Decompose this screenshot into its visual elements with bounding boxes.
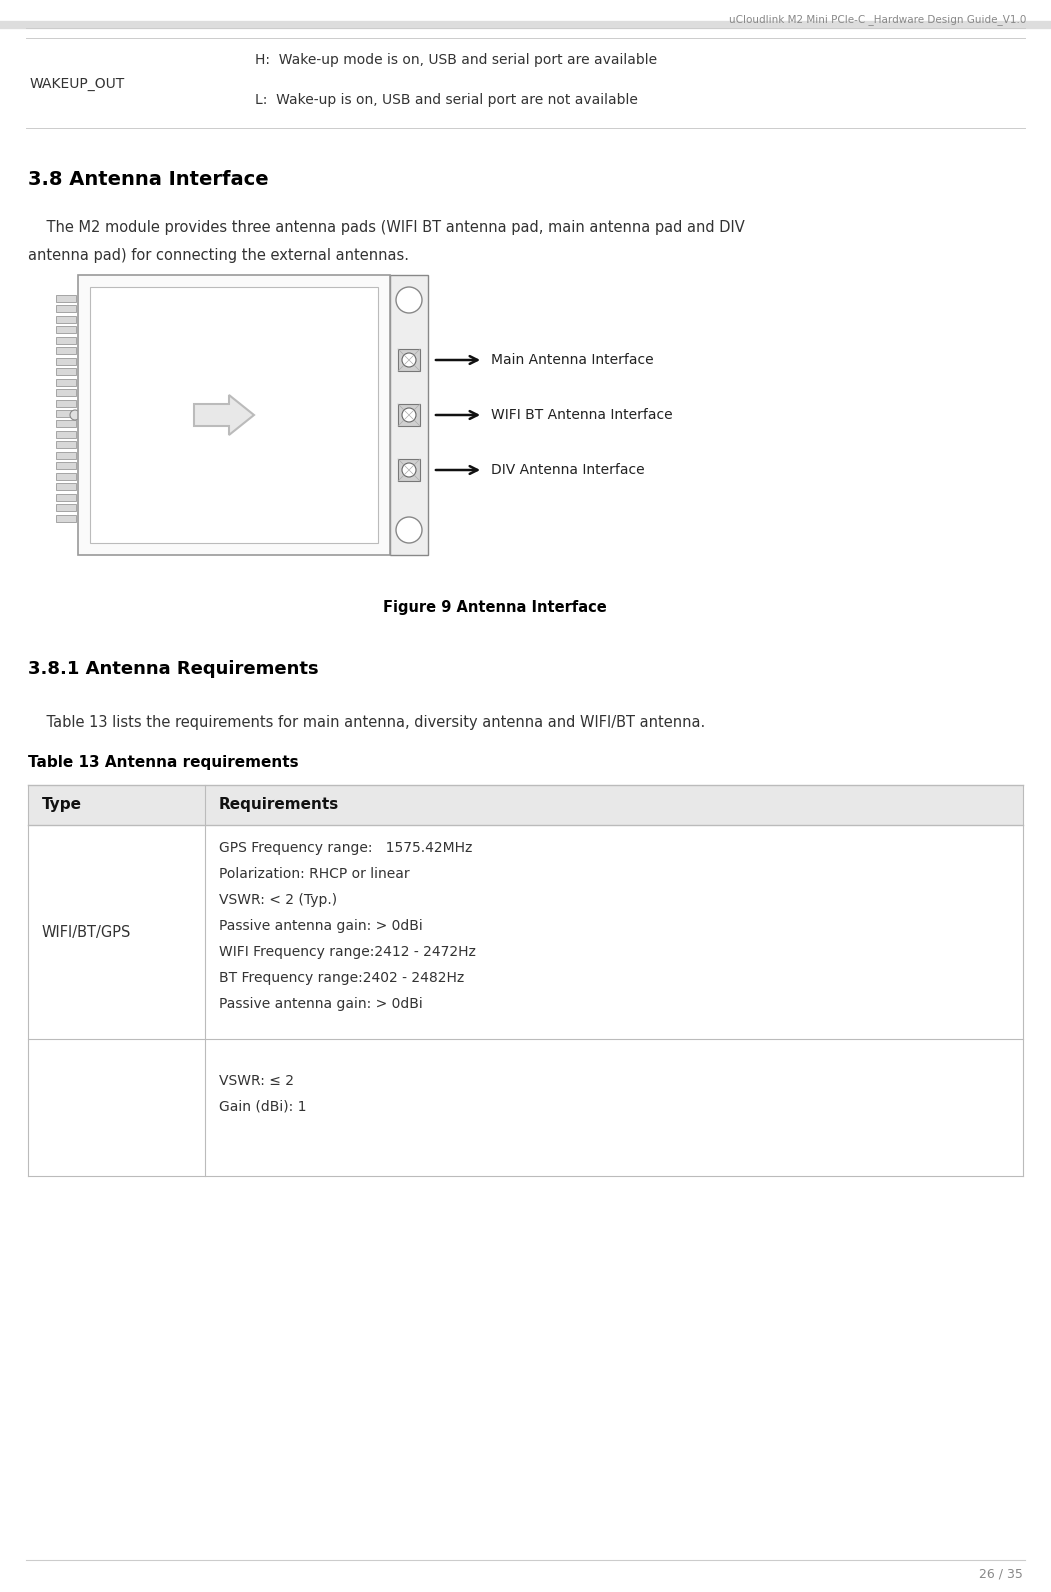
- Text: DIV Antenna Interface: DIV Antenna Interface: [491, 463, 644, 478]
- Bar: [56, 452, 76, 458]
- Circle shape: [401, 463, 416, 478]
- Bar: [56, 338, 76, 344]
- Bar: [56, 347, 76, 355]
- Text: WIFI Frequency range:2412 - 2472Hz: WIFI Frequency range:2412 - 2472Hz: [219, 946, 476, 958]
- Circle shape: [396, 517, 423, 543]
- Bar: [56, 411, 76, 417]
- Circle shape: [401, 408, 416, 422]
- Text: VSWR: ≤ 2: VSWR: ≤ 2: [219, 1075, 294, 1087]
- Circle shape: [70, 411, 80, 420]
- Bar: [28, 1040, 1023, 1176]
- Text: Requirements: Requirements: [219, 798, 339, 812]
- Bar: [398, 458, 420, 481]
- Bar: [56, 379, 76, 385]
- Bar: [56, 494, 76, 500]
- Bar: [28, 785, 1023, 825]
- Bar: [56, 473, 76, 479]
- Bar: [398, 404, 420, 427]
- Bar: [90, 287, 378, 543]
- Text: BT Frequency range:2402 - 2482Hz: BT Frequency range:2402 - 2482Hz: [219, 971, 465, 985]
- Bar: [56, 462, 76, 470]
- Bar: [390, 275, 428, 556]
- Text: Gain (dBi): 1: Gain (dBi): 1: [219, 1100, 307, 1114]
- Text: H:  Wake-up mode is on, USB and serial port are available: H: Wake-up mode is on, USB and serial po…: [255, 53, 657, 67]
- Bar: [56, 400, 76, 406]
- Text: Type: Type: [42, 798, 82, 812]
- Bar: [56, 368, 76, 376]
- Bar: [56, 358, 76, 365]
- Bar: [56, 388, 76, 396]
- Text: Figure 9 Antenna Interface: Figure 9 Antenna Interface: [384, 600, 606, 615]
- Bar: [56, 420, 76, 428]
- Text: 3.8.1 Antenna Requirements: 3.8.1 Antenna Requirements: [28, 661, 318, 678]
- Text: Passive antenna gain: > 0dBi: Passive antenna gain: > 0dBi: [219, 997, 423, 1011]
- Text: Passive antenna gain: > 0dBi: Passive antenna gain: > 0dBi: [219, 919, 423, 933]
- Bar: [56, 514, 76, 522]
- Bar: [398, 349, 420, 371]
- Bar: [56, 295, 76, 302]
- Text: Main Antenna Interface: Main Antenna Interface: [491, 353, 654, 368]
- Bar: [56, 326, 76, 333]
- Text: WIFI BT Antenna Interface: WIFI BT Antenna Interface: [491, 408, 673, 422]
- Text: Table 13 lists the requirements for main antenna, diversity antenna and WIFI/BT : Table 13 lists the requirements for main…: [28, 715, 705, 731]
- Bar: [56, 505, 76, 511]
- Text: Polarization: RHCP or linear: Polarization: RHCP or linear: [219, 868, 410, 880]
- Text: 3.8 Antenna Interface: 3.8 Antenna Interface: [28, 170, 269, 189]
- Text: VSWR: < 2 (Typ.): VSWR: < 2 (Typ.): [219, 893, 337, 907]
- Polygon shape: [194, 395, 254, 435]
- Bar: [56, 315, 76, 323]
- Text: 26 / 35: 26 / 35: [980, 1568, 1023, 1581]
- Text: WAKEUP_OUT: WAKEUP_OUT: [30, 76, 125, 91]
- Bar: [56, 441, 76, 449]
- Circle shape: [396, 287, 423, 314]
- Bar: [56, 431, 76, 438]
- Circle shape: [401, 353, 416, 368]
- Text: uCloudlink M2 Mini PCIe-C _Hardware Design Guide_V1.0: uCloudlink M2 Mini PCIe-C _Hardware Desi…: [728, 14, 1026, 25]
- Text: The M2 module provides three antenna pads (WIFI BT antenna pad, main antenna pad: The M2 module provides three antenna pad…: [28, 220, 745, 236]
- Text: WIFI/BT/GPS: WIFI/BT/GPS: [42, 925, 131, 939]
- Bar: [28, 825, 1023, 1040]
- Text: L:  Wake-up is on, USB and serial port are not available: L: Wake-up is on, USB and serial port ar…: [255, 92, 638, 107]
- Bar: [56, 306, 76, 312]
- Bar: [78, 275, 390, 556]
- Bar: [56, 484, 76, 490]
- Text: GPS Frequency range:   1575.42MHz: GPS Frequency range: 1575.42MHz: [219, 841, 472, 855]
- Text: antenna pad) for connecting the external antennas.: antenna pad) for connecting the external…: [28, 248, 409, 263]
- Text: Table 13 Antenna requirements: Table 13 Antenna requirements: [28, 755, 298, 771]
